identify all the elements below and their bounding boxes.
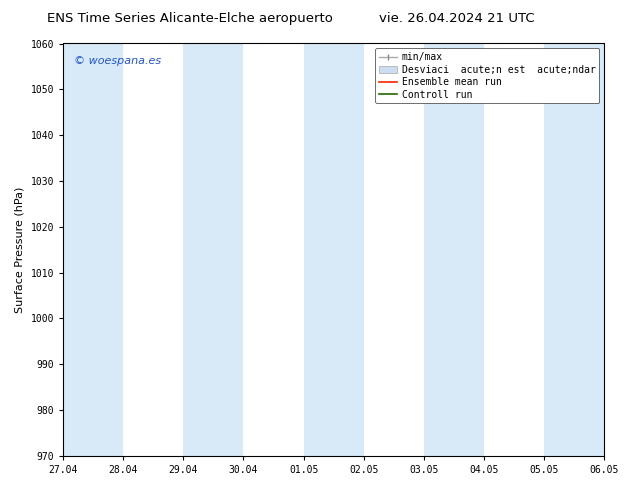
Bar <box>63 44 123 456</box>
Legend: min/max, Desviaci  acute;n est  acute;ndar, Ensemble mean run, Controll run: min/max, Desviaci acute;n est acute;ndar… <box>375 49 600 103</box>
Bar <box>424 44 484 456</box>
Y-axis label: Surface Pressure (hPa): Surface Pressure (hPa) <box>15 187 25 313</box>
Bar <box>544 44 604 456</box>
Text: ENS Time Series Alicante-Elche aeropuerto: ENS Time Series Alicante-Elche aeropuert… <box>48 12 333 25</box>
Bar <box>304 44 364 456</box>
Bar <box>183 44 243 456</box>
Text: vie. 26.04.2024 21 UTC: vie. 26.04.2024 21 UTC <box>378 12 534 25</box>
Text: © woespana.es: © woespana.es <box>74 56 161 66</box>
